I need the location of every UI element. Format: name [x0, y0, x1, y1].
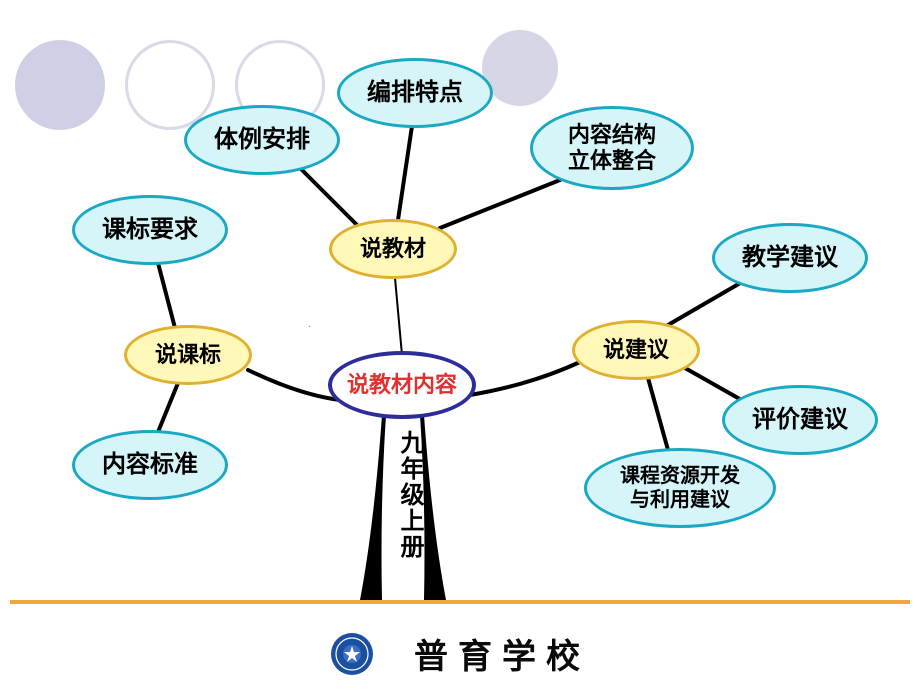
node-shuokebiao: 说课标	[124, 325, 252, 385]
node-neirongbz: 内容标准	[72, 430, 228, 500]
trunk-label: 九年级上册	[392, 430, 427, 560]
edge-shuojiaocai-neirong	[440, 180, 560, 228]
node-root: 说教材内容	[328, 351, 476, 419]
edge-root-shuokebiao	[248, 370, 340, 400]
node-jiaoxue: 教学建议	[712, 223, 868, 293]
node-bianpai: 编排特点	[337, 58, 493, 128]
school-logo-icon	[330, 632, 374, 676]
decorative-circle-3	[482, 30, 558, 106]
node-pingjia: 评价建议	[722, 385, 878, 455]
ground-line	[10, 600, 910, 604]
node-tili: 体例安排	[184, 105, 340, 175]
footer: 普育学校	[0, 629, 920, 678]
decorative-circle-0	[15, 40, 105, 130]
edge-shuokebiao-kebiao	[158, 263, 175, 328]
edge-shuojiaocai-bianpai	[398, 126, 412, 220]
edge-shuojiaocai-tili	[300, 168, 360, 228]
edge-shuojianyi-kecheng	[648, 378, 668, 450]
edge-shuojianyi-jiaoxue	[668, 282, 742, 325]
node-shuojianyi: 说建议	[572, 320, 700, 380]
edge-shuojianyi-pingjia	[685, 368, 745, 402]
edge-root-shuojianyi	[470, 362, 580, 395]
node-neirong: 内容结构 立体整合	[530, 106, 694, 190]
node-kebiao: 课标要求	[72, 195, 228, 265]
page-marker: .	[308, 316, 311, 331]
school-name: 普育学校	[414, 629, 590, 678]
node-shuojiaocai: 说教材	[329, 219, 457, 279]
edge-shuokebiao-neirongbz	[158, 383, 178, 432]
edge-root-shuojiaocai	[395, 278, 402, 355]
node-kecheng: 课程资源开发 与利用建议	[584, 448, 776, 528]
